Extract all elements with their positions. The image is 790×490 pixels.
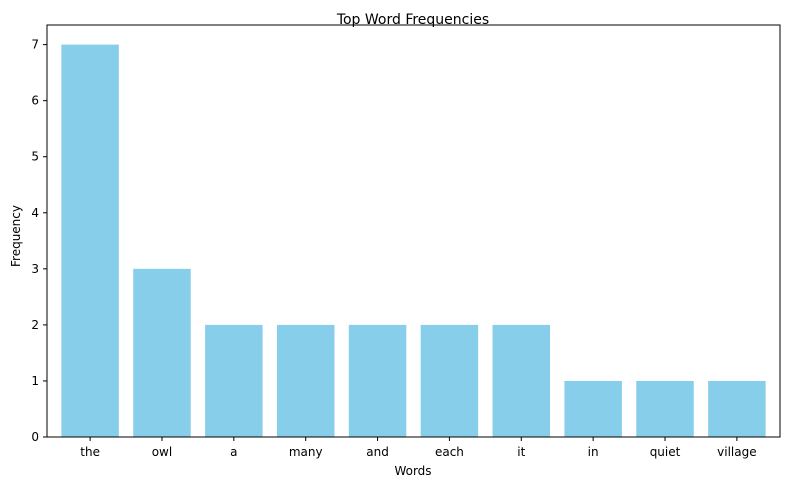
- bar-village: [708, 380, 766, 437]
- y-tick-label: 3: [31, 262, 39, 276]
- bar-in: [564, 380, 622, 437]
- x-axis-title: Words: [394, 464, 431, 478]
- x-tick-label: village: [717, 445, 756, 459]
- x-tick-label: a: [230, 445, 237, 459]
- bar-each: [420, 324, 479, 437]
- x-tick-label: many: [289, 445, 323, 459]
- bars-group: [61, 44, 766, 438]
- bar-the: [61, 44, 119, 438]
- x-axis-ticks: the owl a many and each it in quiet village: [80, 437, 757, 459]
- bar-and: [348, 324, 407, 437]
- x-tick-label: in: [588, 445, 599, 459]
- y-tick-label: 0: [31, 430, 39, 444]
- bar-owl: [133, 268, 191, 437]
- plot-frame: [46, 24, 781, 438]
- x-tick-label: owl: [152, 445, 173, 459]
- y-tick-label: 2: [31, 318, 39, 332]
- y-tick-label: 6: [31, 94, 39, 108]
- y-axis-title: Frequency: [9, 205, 23, 267]
- x-tick-label: quiet: [650, 445, 681, 459]
- y-tick-label: 1: [31, 374, 39, 388]
- bar-many: [276, 324, 335, 437]
- y-tick-label: 4: [31, 206, 39, 220]
- bar-a: [205, 324, 263, 437]
- x-tick-label: the: [80, 445, 100, 459]
- x-tick-label: it: [517, 445, 525, 459]
- bar-quiet: [636, 380, 694, 437]
- y-axis-ticks: 0 1 2 3 4 5 6 7: [31, 38, 47, 444]
- y-tick-label: 5: [31, 150, 39, 164]
- x-tick-label: each: [435, 445, 464, 459]
- y-tick-label: 7: [31, 38, 39, 52]
- x-tick-label: and: [366, 445, 389, 459]
- chart-title: Top Word Frequencies: [336, 12, 489, 28]
- bar-it: [492, 324, 551, 437]
